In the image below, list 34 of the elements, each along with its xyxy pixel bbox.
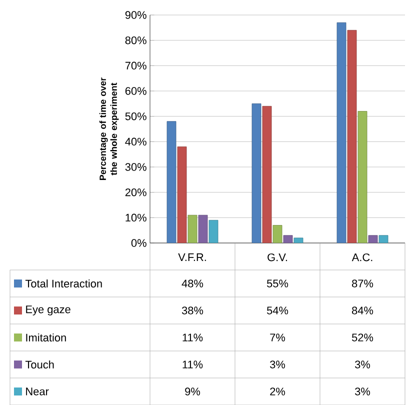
x-tick-label: A.C. xyxy=(352,253,372,262)
data-label: 11% xyxy=(182,334,203,342)
legend-label: Total Interaction xyxy=(25,279,102,288)
legend-label: Touch xyxy=(25,360,54,368)
legend-label: Near xyxy=(26,388,49,396)
data-label: 55% xyxy=(266,280,288,288)
y-tick-label: 50% xyxy=(125,112,146,120)
y-tick-label: 10% xyxy=(126,214,146,222)
data-label: 3% xyxy=(355,360,370,368)
y-tick-label: 0% xyxy=(131,239,146,247)
data-label: 9% xyxy=(185,388,200,396)
y-axis-title: Percentage of time over the whole experiment xyxy=(99,77,119,180)
legend-label: Imitation xyxy=(26,333,66,342)
legend-label: Eye gaze xyxy=(26,305,70,316)
y-tick-label: 20% xyxy=(125,188,146,196)
data-label: 2% xyxy=(270,388,286,396)
data-label: 38% xyxy=(182,306,204,314)
data-label: 54% xyxy=(266,306,288,314)
x-tick-label: G.V. xyxy=(268,253,287,262)
y-tick-label: 40% xyxy=(125,138,146,146)
data-label: 3% xyxy=(355,388,370,396)
x-tick-label: V.F.R. xyxy=(178,253,206,261)
y-tick-label: 70% xyxy=(125,62,146,70)
data-label: 48% xyxy=(182,280,204,288)
y-tick-label: 30% xyxy=(125,163,146,171)
y-tick-label: 80% xyxy=(125,36,146,44)
data-label: 11% xyxy=(182,360,203,368)
data-label: 87% xyxy=(352,280,374,288)
y-tick-label: 60% xyxy=(125,87,146,95)
data-label: 52% xyxy=(352,334,374,342)
data-label: 84% xyxy=(352,306,374,314)
data-label: 7% xyxy=(270,334,286,342)
data-label: 3% xyxy=(270,360,286,368)
y-tick-label: 90% xyxy=(125,11,146,19)
